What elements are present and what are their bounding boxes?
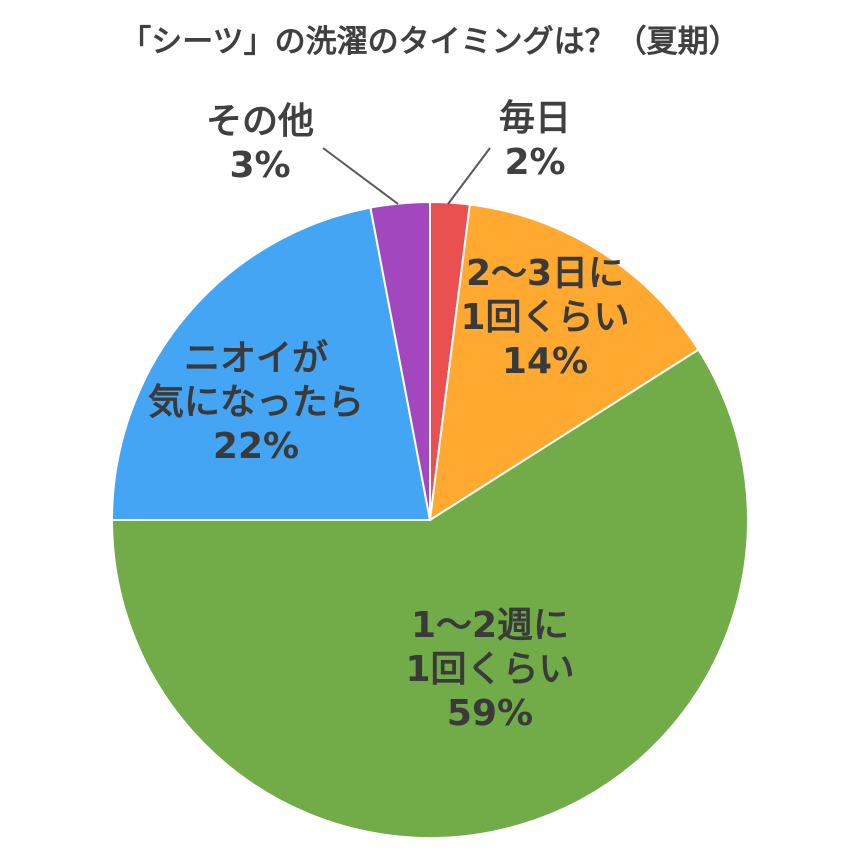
pie-slices <box>110 200 749 839</box>
pie-slice-every-1-2-weeks <box>110 348 749 839</box>
chart-title: 「シーツ」の洗濯のタイミングは？（夏期） <box>120 24 739 60</box>
slice-label-other: その他 3% <box>206 101 314 186</box>
pie-slice-every-2-3-days <box>428 203 700 522</box>
slice-category-daily: 毎日 <box>499 98 571 139</box>
slice-label-when-smelly: ニオイが気になったら 22% <box>148 338 364 467</box>
slice-label-every-1-2-weeks: 1～2週に 1回くらい 59% <box>405 605 574 734</box>
leader-lines <box>322 147 491 205</box>
slice-percent-other: 3% <box>229 145 290 186</box>
pie-slice-other <box>369 200 431 521</box>
slice-category-every-2-3-days: 2～3日に <box>466 253 624 294</box>
slice-label-daily: 毎日 2% <box>499 98 571 183</box>
slice-category-when-smelly: 気になったら <box>148 382 364 423</box>
leader-line-other <box>322 147 399 205</box>
slice-percent-every-2-3-days: 14% <box>502 341 588 382</box>
slice-percent-every-1-2-weeks: 59% <box>447 693 533 734</box>
slice-labels: 毎日 2%2～3日に 1回くらい 14%1～2週に 1回くらい 59%ニオイが気になったら… <box>148 98 630 734</box>
slice-category-other: その他 <box>206 101 314 142</box>
slice-category-every-1-2-weeks: 1回くらい <box>405 649 574 690</box>
slice-percent-when-smelly: 22% <box>213 426 299 467</box>
slice-category-every-1-2-weeks: 1～2週に <box>411 605 569 646</box>
slice-category-every-2-3-days: 1回くらい <box>460 297 629 338</box>
slice-percent-daily: 2% <box>504 142 565 183</box>
slice-category-when-smelly: ニオイが <box>184 338 328 379</box>
pie-slice-when-smelly <box>110 206 432 521</box>
slice-label-every-2-3-days: 2～3日に 1回くらい 14% <box>460 253 629 382</box>
leader-line-daily <box>447 147 491 205</box>
